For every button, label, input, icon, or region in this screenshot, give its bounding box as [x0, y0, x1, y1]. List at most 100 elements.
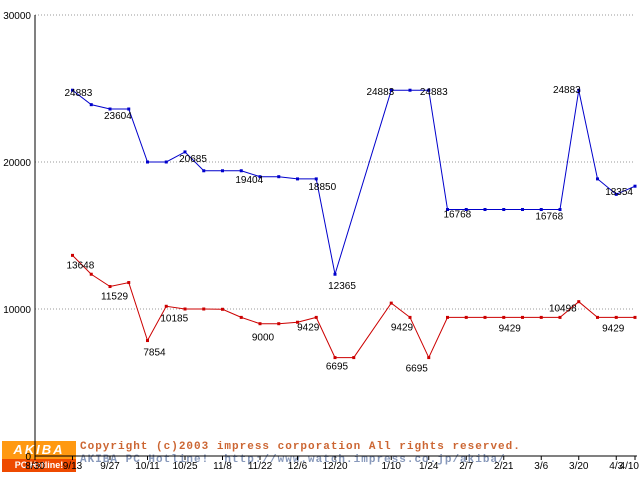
red-series-marker — [596, 315, 599, 319]
red-series-marker — [539, 315, 543, 319]
akiba-logo-text: AKIBA — [2, 441, 76, 459]
point-label: 9429 — [499, 323, 522, 334]
y-tick-label: 10000 — [3, 305, 31, 316]
point-label: 18850 — [308, 182, 336, 193]
x-tick-label: 2/7 — [459, 461, 473, 472]
red-series-marker — [558, 315, 562, 319]
blue-series-marker — [614, 192, 618, 196]
point-label: 20685 — [179, 154, 207, 165]
red-series-marker — [352, 356, 356, 360]
red-series-marker — [333, 356, 337, 360]
red-series-marker — [183, 307, 187, 311]
x-tick-label: 11/8 — [213, 461, 232, 472]
red-series-marker — [521, 315, 524, 319]
blue-series-marker — [146, 160, 149, 164]
red-series-marker — [446, 315, 449, 319]
x-tick-label: 1/10 — [382, 461, 402, 472]
point-label: 9429 — [391, 322, 414, 333]
point-label: 9000 — [252, 333, 275, 344]
point-label: 18354 — [605, 187, 633, 198]
x-tick-label: 1/24 — [419, 461, 439, 472]
red-series-marker — [427, 356, 431, 360]
point-label: 10185 — [160, 313, 188, 324]
x-tick-label: 11/22 — [248, 461, 273, 472]
x-tick-label: 4/3 — [609, 461, 623, 472]
blue-series-marker — [464, 208, 468, 212]
point-label: 11529 — [101, 292, 129, 303]
blue-series-marker — [521, 208, 524, 212]
blue-series-line — [72, 89, 636, 275]
blue-series-marker — [558, 208, 562, 212]
red-series-line — [72, 255, 635, 359]
blue-series-marker — [389, 88, 393, 92]
red-series-marker — [221, 307, 224, 311]
x-tick-label: 12/20 — [322, 461, 347, 472]
blue-series-marker — [202, 169, 206, 173]
y-tick-label: 0 — [25, 452, 31, 463]
blue-series-marker — [164, 160, 168, 164]
red-series-marker — [164, 304, 168, 308]
red-series-marker — [502, 315, 506, 319]
x-tick-label: 3/20 — [569, 461, 589, 472]
blue-series-marker — [183, 150, 187, 154]
point-label: 16768 — [443, 210, 471, 221]
x-tick-label: 4/10 — [620, 461, 640, 472]
red-series-marker — [577, 300, 581, 304]
point-label: 16768 — [535, 212, 563, 223]
blue-series-marker — [408, 88, 412, 92]
blue-series-marker — [596, 177, 599, 181]
red-series-marker — [108, 285, 112, 289]
copyright-text: Copyright (c)2003 impress corporation Al… — [80, 441, 521, 453]
red-series-marker — [633, 315, 637, 319]
red-series-marker — [464, 315, 468, 319]
point-label: 24883 — [553, 85, 581, 96]
point-label: 6695 — [326, 362, 349, 373]
x-tick-label: 9/13 — [63, 461, 83, 472]
blue-series-marker — [483, 208, 487, 212]
red-series-marker — [71, 253, 74, 257]
blue-series-marker — [127, 107, 131, 111]
point-label: 12365 — [328, 281, 356, 292]
point-label: 24883 — [420, 87, 448, 98]
red-series-marker — [277, 322, 281, 326]
point-label: 6695 — [406, 364, 429, 375]
blue-series-marker — [314, 177, 318, 181]
blue-series-marker — [577, 88, 581, 92]
x-tick-label: 2/21 — [494, 461, 514, 472]
blue-series-marker — [221, 169, 224, 173]
red-series-marker — [239, 315, 243, 319]
red-series-marker — [314, 315, 318, 319]
blue-series-marker — [446, 208, 449, 212]
red-series-marker — [258, 322, 262, 326]
red-series-marker — [389, 301, 393, 305]
red-series-marker — [408, 315, 412, 319]
blue-series-marker — [71, 88, 74, 92]
x-tick-label: 10/25 — [172, 461, 197, 472]
x-tick-label: 8/30 — [25, 461, 45, 472]
x-tick-label: 3/6 — [534, 461, 548, 472]
point-label: 23604 — [104, 111, 132, 122]
blue-series-marker — [239, 169, 243, 173]
akiba-logo: AKIBA PC Hotline! — [2, 441, 76, 472]
x-tick-label: 10/11 — [135, 461, 160, 472]
blue-series-marker — [258, 175, 262, 179]
red-series-marker — [202, 307, 206, 311]
point-label: 10498 — [549, 304, 577, 315]
blue-series-marker — [89, 103, 93, 107]
blue-series-marker — [502, 208, 506, 212]
blue-series-marker — [277, 175, 281, 179]
blue-series-marker — [108, 107, 112, 111]
point-label: 19404 — [235, 175, 263, 186]
y-tick-label: 20000 — [3, 158, 31, 169]
red-series-marker — [614, 315, 618, 319]
point-label: 24883 — [65, 88, 93, 99]
point-label: 9429 — [297, 322, 320, 333]
point-label: 13648 — [67, 260, 95, 271]
blue-series-marker — [296, 177, 299, 181]
point-label: 24883 — [366, 87, 394, 98]
footer: AKIBA PC Hotline! Copyright (c)2003 impr… — [0, 438, 640, 480]
red-series-marker — [146, 339, 149, 343]
red-series-marker — [296, 320, 299, 324]
x-tick-label: 12/6 — [288, 461, 308, 472]
